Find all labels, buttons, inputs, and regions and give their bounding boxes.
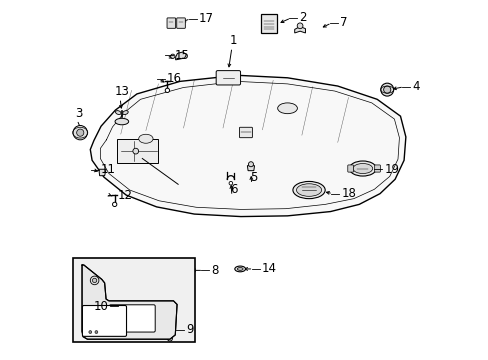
- Circle shape: [248, 162, 253, 167]
- Text: 8: 8: [211, 264, 219, 277]
- FancyBboxPatch shape: [261, 14, 276, 33]
- Text: 7: 7: [339, 17, 346, 30]
- Text: 10: 10: [93, 300, 108, 313]
- FancyBboxPatch shape: [167, 18, 175, 28]
- Ellipse shape: [237, 267, 243, 270]
- Ellipse shape: [115, 111, 121, 114]
- Text: 19: 19: [384, 163, 399, 176]
- Circle shape: [133, 148, 138, 154]
- Circle shape: [90, 276, 99, 285]
- Polygon shape: [247, 166, 254, 171]
- FancyBboxPatch shape: [82, 306, 126, 336]
- Ellipse shape: [277, 103, 297, 114]
- Ellipse shape: [292, 181, 325, 199]
- Text: 5: 5: [249, 171, 257, 184]
- FancyBboxPatch shape: [216, 71, 240, 85]
- Text: 15: 15: [175, 49, 189, 62]
- Text: 4: 4: [411, 80, 419, 93]
- Circle shape: [165, 88, 169, 93]
- Ellipse shape: [139, 134, 153, 143]
- Text: 14: 14: [261, 262, 276, 275]
- Circle shape: [228, 181, 232, 185]
- Text: 17: 17: [199, 12, 214, 25]
- FancyBboxPatch shape: [239, 127, 252, 138]
- Ellipse shape: [296, 184, 321, 196]
- FancyBboxPatch shape: [109, 305, 155, 332]
- Circle shape: [383, 86, 390, 93]
- Polygon shape: [90, 75, 405, 217]
- Text: 2: 2: [299, 12, 306, 24]
- Circle shape: [170, 54, 175, 58]
- Text: 11: 11: [101, 163, 116, 176]
- Polygon shape: [117, 139, 158, 163]
- Circle shape: [95, 330, 98, 333]
- Circle shape: [297, 23, 303, 29]
- Circle shape: [73, 126, 87, 140]
- Text: 9: 9: [186, 323, 194, 336]
- Text: 1: 1: [229, 34, 237, 47]
- FancyBboxPatch shape: [176, 18, 185, 28]
- Text: 16: 16: [166, 72, 182, 85]
- Text: 18: 18: [341, 187, 355, 200]
- Text: 3: 3: [75, 107, 82, 120]
- FancyBboxPatch shape: [73, 258, 195, 342]
- Ellipse shape: [349, 161, 376, 176]
- Circle shape: [77, 129, 83, 136]
- Circle shape: [380, 83, 393, 96]
- Text: 6: 6: [229, 183, 237, 196]
- Circle shape: [112, 202, 117, 207]
- Polygon shape: [175, 52, 186, 60]
- Circle shape: [92, 278, 97, 283]
- Ellipse shape: [352, 163, 372, 174]
- Polygon shape: [294, 27, 305, 33]
- Ellipse shape: [115, 118, 128, 125]
- Circle shape: [167, 336, 172, 341]
- Text: 13: 13: [114, 85, 129, 98]
- Polygon shape: [82, 265, 177, 339]
- Circle shape: [89, 330, 92, 333]
- Polygon shape: [99, 169, 106, 176]
- Ellipse shape: [122, 111, 128, 114]
- FancyBboxPatch shape: [374, 165, 380, 172]
- FancyBboxPatch shape: [347, 165, 353, 172]
- Text: 12: 12: [117, 189, 132, 202]
- Ellipse shape: [234, 266, 245, 272]
